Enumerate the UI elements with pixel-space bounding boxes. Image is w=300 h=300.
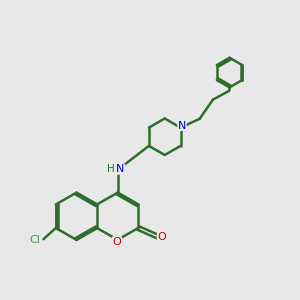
Text: N: N bbox=[116, 164, 125, 174]
Text: O: O bbox=[158, 232, 166, 242]
Text: Cl: Cl bbox=[30, 235, 40, 245]
Text: H: H bbox=[107, 164, 115, 174]
Text: N: N bbox=[178, 121, 186, 130]
Text: O: O bbox=[112, 237, 122, 247]
